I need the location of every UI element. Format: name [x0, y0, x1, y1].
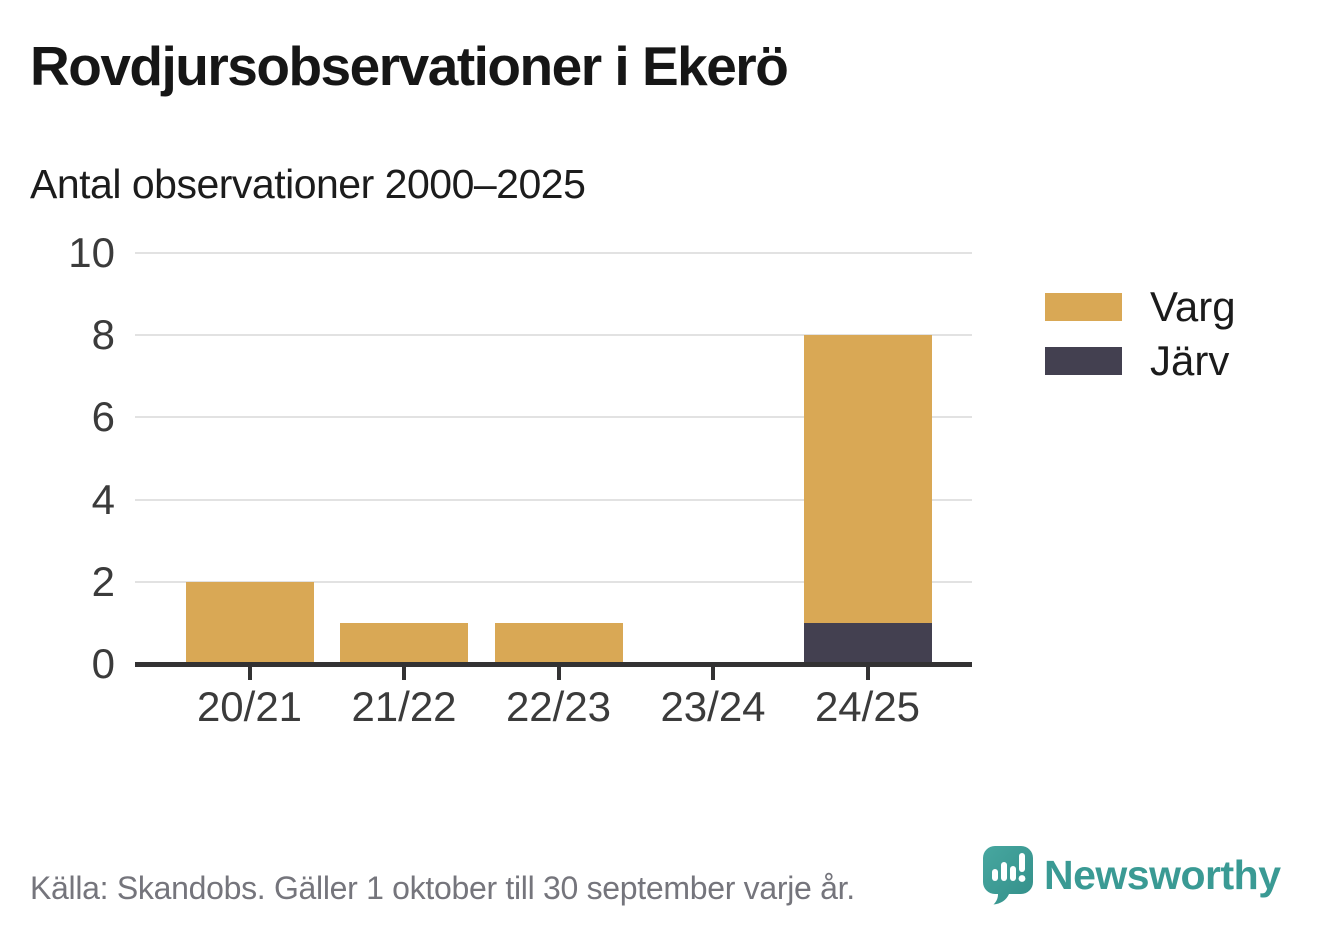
x-axis-tick-20-21: [247, 667, 252, 680]
x-tick-label-20-21: 20/21: [196, 683, 303, 730]
legend-swatch-varg: [1045, 293, 1122, 321]
x-axis-tick-23-24: [711, 667, 715, 680]
x-tick-label-23-24: 23/24: [660, 683, 766, 730]
gridline-10: [135, 252, 972, 254]
x-axis-tick-24-25: [865, 667, 870, 680]
bar-segment-varg-24-25: [803, 335, 932, 623]
newsworthy-logo-icon: [983, 846, 1033, 905]
legend-label-varg: Varg: [1150, 283, 1236, 330]
x-axis-tick-21-22: [402, 667, 406, 680]
chart-title: Rovdjursobservationer i Ekerö: [30, 35, 789, 97]
x-axis-line: [135, 662, 972, 667]
y-tick-label-10: 10: [68, 229, 115, 276]
x-tick-label-22-23: 22/23: [505, 683, 612, 730]
bar-segment-järv-24-25: [803, 622, 932, 664]
x-axis-tick-22-23: [556, 667, 561, 680]
x-tick-label-24-25: 24/25: [814, 683, 921, 730]
source-note: Källa: Skandobs. Gäller 1 oktober till 3…: [30, 870, 855, 906]
gridline-2: [135, 580, 972, 583]
legend: Varg Järv: [1045, 283, 1236, 401]
bar-segment-varg-21-22: [340, 622, 468, 664]
brand-lockup: Newsworthy: [982, 845, 1281, 905]
y-tick-label-2: 2: [91, 557, 115, 605]
legend-label-jarv: Järv: [1150, 337, 1230, 384]
y-tick-label-6: 6: [91, 393, 115, 441]
gridline-6: [135, 416, 972, 419]
y-tick-label-0: 0: [91, 640, 115, 687]
y-tick-label-4: 4: [91, 475, 115, 523]
legend-item-jarv: Järv: [1045, 337, 1236, 384]
chart-subtitle: Antal observationer 2000–2025: [30, 161, 586, 207]
bar-segment-varg-20-21: [185, 581, 314, 664]
legend-swatch-jarv: [1045, 347, 1122, 375]
brand-name: Newsworthy: [1044, 852, 1281, 898]
y-tick-label-8: 8: [91, 311, 115, 359]
x-tick-label-21-22: 21/22: [351, 683, 457, 730]
gridline-8: [135, 334, 972, 337]
gridline-4: [135, 498, 972, 501]
legend-item-varg: Varg: [1045, 283, 1236, 330]
bar-segment-varg-22-23: [494, 622, 623, 664]
plot-area: 0 2 4 6 8 10 20/21 21/22 22/23 23/24 24/25: [68, 231, 972, 729]
